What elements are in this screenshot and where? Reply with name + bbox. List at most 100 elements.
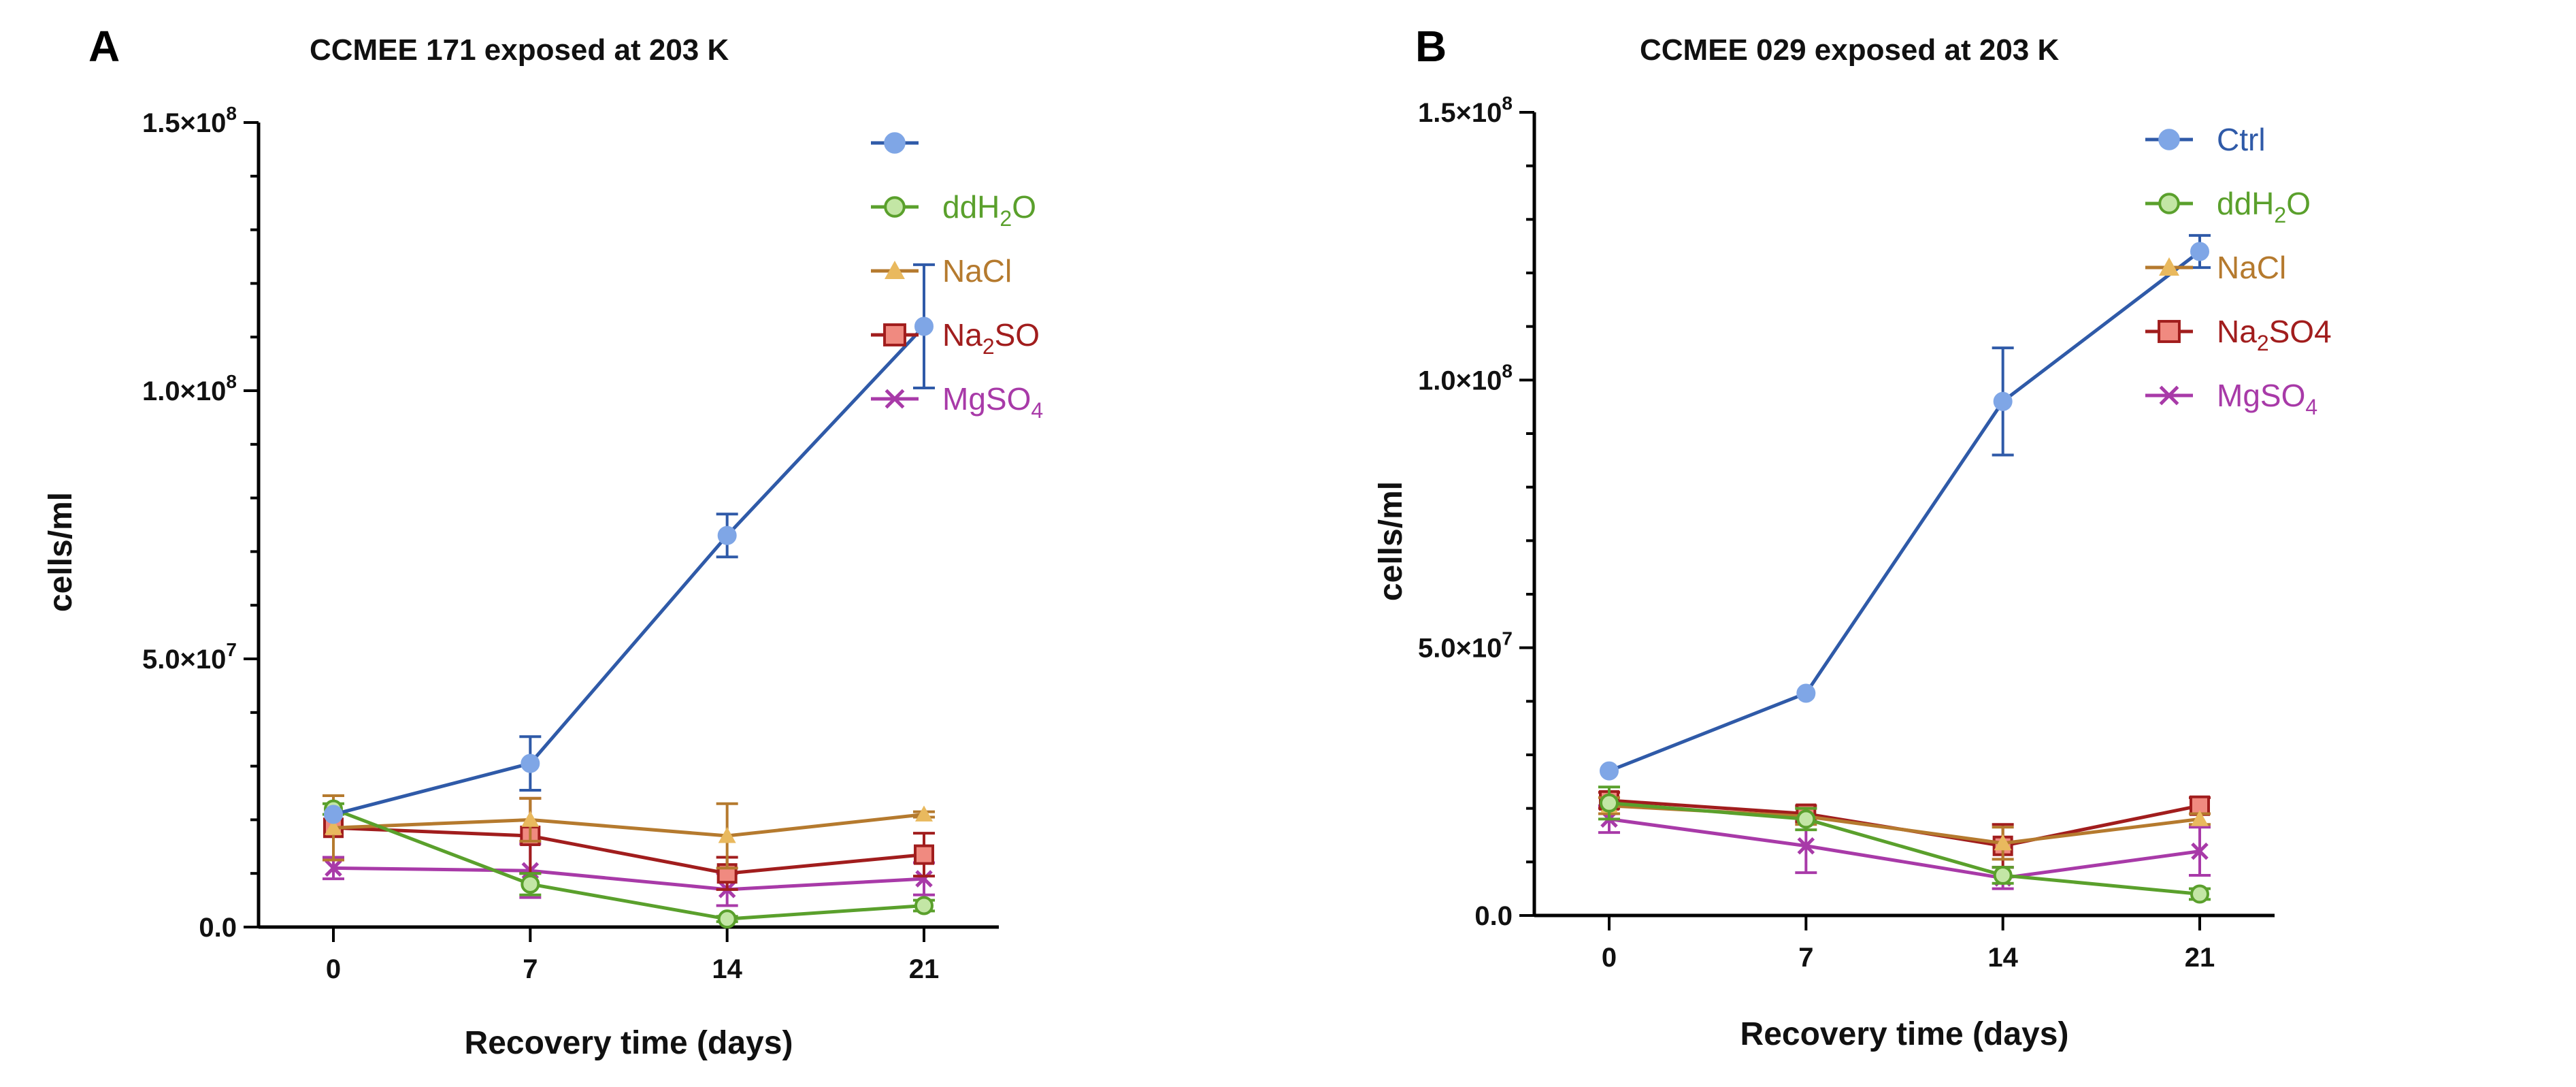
data-point-nacl — [2191, 810, 2209, 826]
x-tick-label: 21 — [909, 954, 940, 984]
y-tick-label-exponent: 8 — [226, 103, 237, 124]
y-axis-title: cells/ml — [43, 492, 79, 612]
legend-label-main: NaCl — [2217, 250, 2286, 285]
data-point-ddh2o — [521, 874, 540, 894]
y-tick-label-base: 1.0×10 — [142, 376, 226, 406]
data-point-ctrl — [1993, 391, 2013, 411]
data-point-mgso4-stroke — [915, 870, 933, 888]
x-tick-label: 7 — [1798, 943, 1813, 973]
data-point-nacl — [1994, 834, 2012, 851]
legend-entry-ddh2o: ddH2O — [871, 189, 1036, 231]
chart-title: CCMEE 171 exposed at 203 K — [310, 33, 729, 67]
y-tick-label: 1.0×108 — [142, 371, 237, 406]
data-point-nacl — [915, 805, 933, 822]
data-point-ddh2o — [914, 896, 934, 915]
legend-label-subscript: 2 — [2257, 331, 2269, 355]
legend-label-main: ddH — [2217, 186, 2274, 221]
legend-marker-mgso4-stroke — [885, 389, 905, 409]
data-point-ctrl — [1796, 683, 1816, 703]
legend-entry-mgso4: MgSO4 — [2145, 378, 2317, 419]
data-point-nacl — [325, 819, 342, 835]
y-tick-label-exponent: 8 — [226, 371, 237, 392]
legend-marker-nacl — [885, 261, 905, 279]
legend-marker-ctrl — [2158, 129, 2180, 150]
legend-label-main: MgSO — [2217, 378, 2305, 413]
y-tick-label: 5.0×107 — [1418, 628, 1513, 664]
series-line — [1608, 817, 2200, 880]
data-point-ddh2o — [717, 909, 737, 929]
y-tick-label-exponent: 8 — [1502, 93, 1513, 114]
y-tick-label: 1.5×108 — [142, 103, 237, 138]
legend-label-main: Na — [2217, 314, 2257, 349]
y-tick-label: 1.0×108 — [1418, 360, 1513, 395]
legend-label: ddH2O — [942, 189, 1036, 231]
y-tick-label-base: 0.0 — [199, 913, 237, 943]
series-line — [333, 325, 925, 816]
series-ctrl — [324, 263, 935, 824]
data-point-ctrl — [1600, 761, 1619, 781]
y-tick-label-base: 1.5×10 — [1418, 98, 1502, 128]
panel-letter: B — [1415, 22, 1447, 71]
y-tick-label-base: 5.0×10 — [142, 645, 226, 675]
x-axis-title: Recovery time (days) — [1740, 1016, 2069, 1052]
legend-label-main: MgSO — [942, 381, 1031, 417]
legend-entry-na2so: Na2SO — [871, 317, 1040, 359]
y-tick-label: 1.5×108 — [1418, 93, 1513, 128]
data-point-ddh2o — [1796, 809, 1816, 829]
x-tick-label: 21 — [2185, 943, 2215, 973]
data-point-mgso4 — [325, 859, 342, 877]
series-na2so — [323, 794, 935, 891]
legend-marker-nacl — [2159, 257, 2179, 276]
legend-label-main: Na — [942, 317, 982, 353]
data-point-ddh2o — [1600, 793, 1619, 813]
x-tick-label: 14 — [1987, 943, 2018, 973]
data-point-ctrl — [521, 753, 540, 773]
legend-entry-na2so4: Na2SO4 — [2145, 314, 2332, 355]
legend-entry-ddh2o: ddH2O — [2145, 186, 2311, 227]
legend-entry-mgso4: MgSO4 — [871, 381, 1043, 423]
series-line — [1608, 798, 2200, 848]
legend-label-subscript: 2 — [2274, 203, 2286, 227]
legend-label-subscript: 4 — [2305, 395, 2317, 419]
data-point-ddh2o — [2190, 884, 2209, 904]
y-tick-label: 0.0 — [1474, 901, 1513, 931]
legend-entry-nacl: NaCl — [2145, 250, 2286, 285]
legend-label-tail: O — [1012, 189, 1036, 225]
data-point-ctrl — [324, 805, 343, 824]
data-point-nacl — [718, 827, 736, 843]
series-line — [333, 826, 925, 875]
legend-label: NaCl — [942, 253, 1012, 289]
legend-label: ddH2O — [2217, 186, 2311, 227]
data-point-mgso4-stroke — [325, 859, 342, 877]
x-tick-label: 0 — [1602, 943, 1617, 973]
data-point-mgso4-stroke — [2191, 842, 2209, 860]
legend-entry-ctrl: Ctrl — [2145, 122, 2266, 157]
series-mgso4 — [1598, 804, 2211, 890]
legend-label: NaCl — [2217, 250, 2286, 285]
data-point-mgso4 — [2191, 842, 2209, 860]
legend-label-subscript: 2 — [1000, 206, 1012, 231]
series-line — [1608, 801, 2200, 896]
legend-entry-nacl: NaCl — [871, 253, 1012, 289]
legend-marker-mgso4 — [2159, 385, 2179, 406]
legend-label-subscript: 2 — [982, 334, 995, 359]
legend-label-tail: O — [2286, 186, 2311, 221]
y-tick-label-base: 1.5×10 — [142, 108, 226, 138]
legend-label: MgSO4 — [942, 381, 1043, 423]
data-point-nacl — [521, 811, 540, 827]
chart-panel-a: A CCMEE 171 exposed at 203 K0.05.0×1071.0… — [43, 22, 1043, 1061]
legend-label: Na2SO — [942, 317, 1040, 359]
legend-marker-na2so — [883, 323, 906, 346]
x-tick-label: 7 — [523, 954, 538, 984]
legend-marker-ddh2o — [884, 196, 906, 218]
legend-marker-mgso4 — [885, 389, 905, 409]
legend-marker-na2so4 — [2158, 320, 2181, 343]
x-tick-label: 0 — [326, 954, 341, 984]
data-point-ctrl — [2190, 242, 2209, 261]
legend-label-main: NaCl — [942, 253, 1012, 289]
series-line — [1608, 250, 2201, 773]
y-tick-label: 5.0×107 — [142, 639, 237, 675]
series-line — [333, 866, 925, 892]
y-tick-label-base: 1.0×10 — [1418, 366, 1502, 395]
